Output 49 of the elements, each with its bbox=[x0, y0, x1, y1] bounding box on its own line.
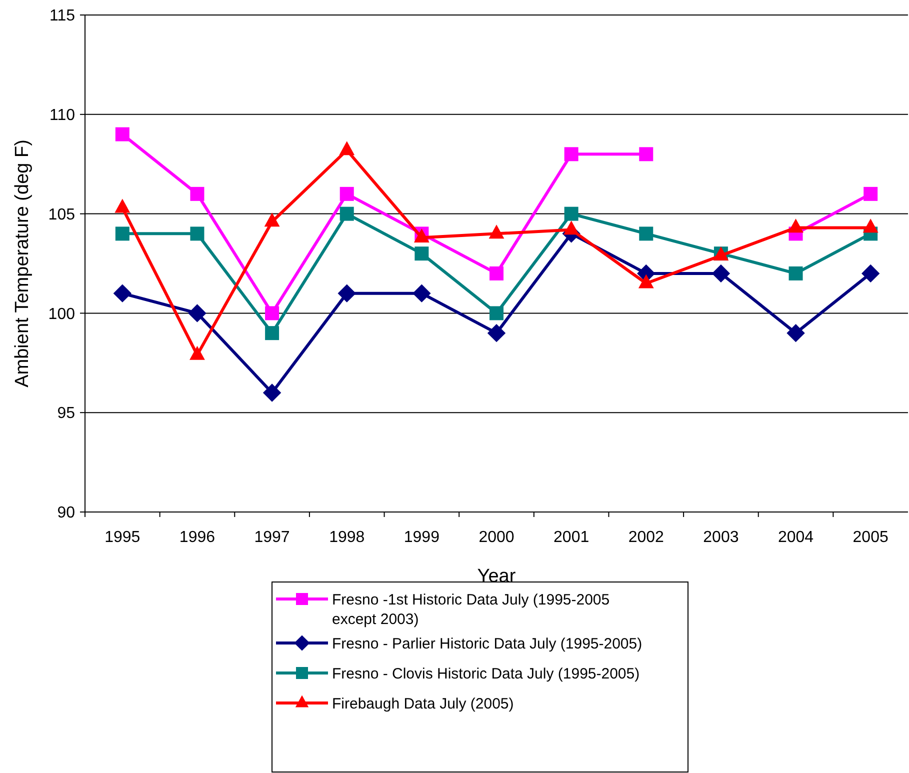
x-tick-label: 2000 bbox=[478, 529, 514, 546]
point bbox=[639, 147, 654, 162]
point bbox=[115, 127, 130, 142]
x-tick-label: 1999 bbox=[404, 529, 440, 546]
point bbox=[115, 226, 130, 241]
x-tick-label: 2001 bbox=[554, 529, 590, 546]
point bbox=[338, 284, 356, 302]
x-tick-label: 1998 bbox=[329, 529, 365, 546]
legend-label: Fresno -1st Historic Data July (1995-2005 except 2003) bbox=[332, 591, 610, 628]
point bbox=[190, 186, 204, 201]
x-tick-label: 1996 bbox=[179, 529, 216, 546]
point bbox=[188, 304, 206, 322]
y-tick-label: 115 bbox=[49, 8, 76, 25]
point bbox=[712, 264, 730, 283]
x-tick-label: 2003 bbox=[703, 529, 739, 546]
x-tick-label: 1997 bbox=[254, 529, 290, 546]
point bbox=[340, 186, 354, 201]
point bbox=[788, 266, 803, 280]
point bbox=[265, 326, 280, 340]
point bbox=[786, 324, 805, 342]
y-tick-label: 105 bbox=[48, 206, 76, 224]
y-tick-label: 100 bbox=[48, 306, 76, 323]
legend-label: Firebaugh Data July (2005) bbox=[332, 695, 514, 712]
point bbox=[265, 306, 280, 320]
point bbox=[412, 284, 431, 302]
x-tick-label: 2005 bbox=[852, 529, 888, 546]
x-axis-title: Year bbox=[477, 566, 516, 587]
legend-label: Fresno - Parlier Historic Data July (1995-2005) bbox=[332, 635, 642, 652]
legend-label: Fresno - Clovis Historic Data July (1995-2005) bbox=[332, 665, 640, 682]
point bbox=[861, 264, 880, 283]
y-axis-title: Ambient Temperature (deg F) bbox=[12, 140, 33, 388]
y-tick-label: 90 bbox=[57, 504, 76, 522]
point bbox=[639, 226, 654, 241]
point bbox=[262, 384, 282, 402]
point bbox=[414, 246, 429, 261]
point bbox=[487, 324, 506, 342]
y-tick-label: 110 bbox=[49, 107, 76, 124]
point bbox=[490, 266, 504, 280]
point bbox=[190, 226, 204, 241]
y-tick-label: 95 bbox=[57, 405, 76, 422]
x-tick-label: 2002 bbox=[628, 529, 664, 546]
point bbox=[340, 206, 354, 221]
point bbox=[490, 306, 504, 320]
point bbox=[864, 186, 878, 201]
x-tick-label: 2004 bbox=[778, 529, 814, 546]
x-tick-label: 1995 bbox=[104, 529, 140, 546]
point bbox=[113, 284, 132, 302]
point bbox=[564, 206, 578, 221]
point bbox=[564, 147, 578, 162]
